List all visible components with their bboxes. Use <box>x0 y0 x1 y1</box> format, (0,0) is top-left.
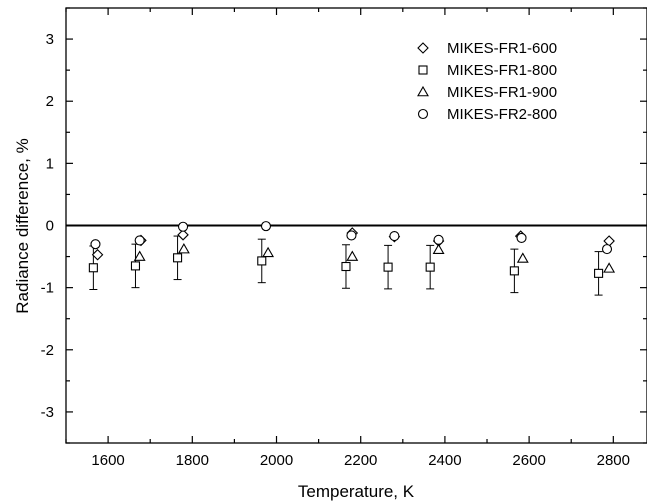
axis-tick-labels: 1600 1800 2000 2200 2400 2600 2800 -3 -2 -1 0 1 2 3 <box>41 31 630 469</box>
data-markers <box>88 221 616 296</box>
x-tick-label: 2600 <box>512 452 545 469</box>
data-point-circle <box>177 221 189 232</box>
legend-marker-diamond <box>417 42 429 54</box>
x-tick-label: 2400 <box>428 452 461 469</box>
data-point-circle <box>346 230 357 241</box>
data-point-triangle <box>516 252 529 263</box>
legend-label: MIKES-FR1-600 <box>447 40 557 57</box>
data-point-square <box>88 263 98 273</box>
data-point-circle <box>90 239 101 250</box>
data-point-triangle <box>133 250 146 261</box>
legend-label: MIKES-FR1-900 <box>447 84 557 101</box>
data-point-square <box>341 261 351 272</box>
y-tick-label: 0 <box>46 218 54 235</box>
y-tick-label: 3 <box>46 31 54 48</box>
y-tick-label: 2 <box>46 93 54 110</box>
data-point-circle <box>433 234 444 245</box>
data-point-square <box>425 262 435 272</box>
data-point-triangle <box>262 246 275 258</box>
x-tick-label: 2000 <box>260 452 293 469</box>
y-tick-label: -2 <box>41 342 54 359</box>
legend-marker-triangle <box>417 85 429 97</box>
y-tick-label: -3 <box>41 404 54 421</box>
data-point-square <box>257 256 267 266</box>
data-point-triangle <box>346 250 359 261</box>
y-tick-label: -1 <box>41 280 54 297</box>
data-point-diamond <box>91 248 104 261</box>
data-point-square <box>130 261 141 271</box>
x-tick-label: 2200 <box>344 452 377 469</box>
x-tick-label: 1800 <box>176 452 209 469</box>
data-point-circle <box>260 221 272 232</box>
data-point-triangle <box>177 243 190 254</box>
data-point-triangle <box>603 262 616 273</box>
data-point-circle <box>389 231 400 242</box>
data-point-square <box>509 266 519 276</box>
legend: MIKES-FR1-600 MIKES-FR1-800 MIKES-FR1-900 M… <box>417 40 557 123</box>
data-point-square <box>383 262 393 272</box>
y-tick-label: 1 <box>46 155 54 172</box>
data-point-circle <box>134 235 145 246</box>
x-tick-label: 1600 <box>91 452 124 469</box>
data-point-circle <box>601 244 613 255</box>
data-point-square <box>594 268 604 278</box>
legend-label: MIKES-FR1-800 <box>447 62 557 79</box>
data-point-diamond <box>177 229 189 241</box>
x-tick-label: 2800 <box>597 452 630 469</box>
y-axis-title: Radiance difference, % <box>13 138 32 313</box>
legend-marker-circle <box>417 108 429 120</box>
x-axis-title: Temperature, K <box>298 482 415 501</box>
legend-label: MIKES-FR2-800 <box>447 106 557 123</box>
data-point-triangle <box>432 243 445 255</box>
data-point-square <box>173 253 183 263</box>
legend-marker-square <box>418 65 428 75</box>
data-point-circle <box>516 232 527 243</box>
